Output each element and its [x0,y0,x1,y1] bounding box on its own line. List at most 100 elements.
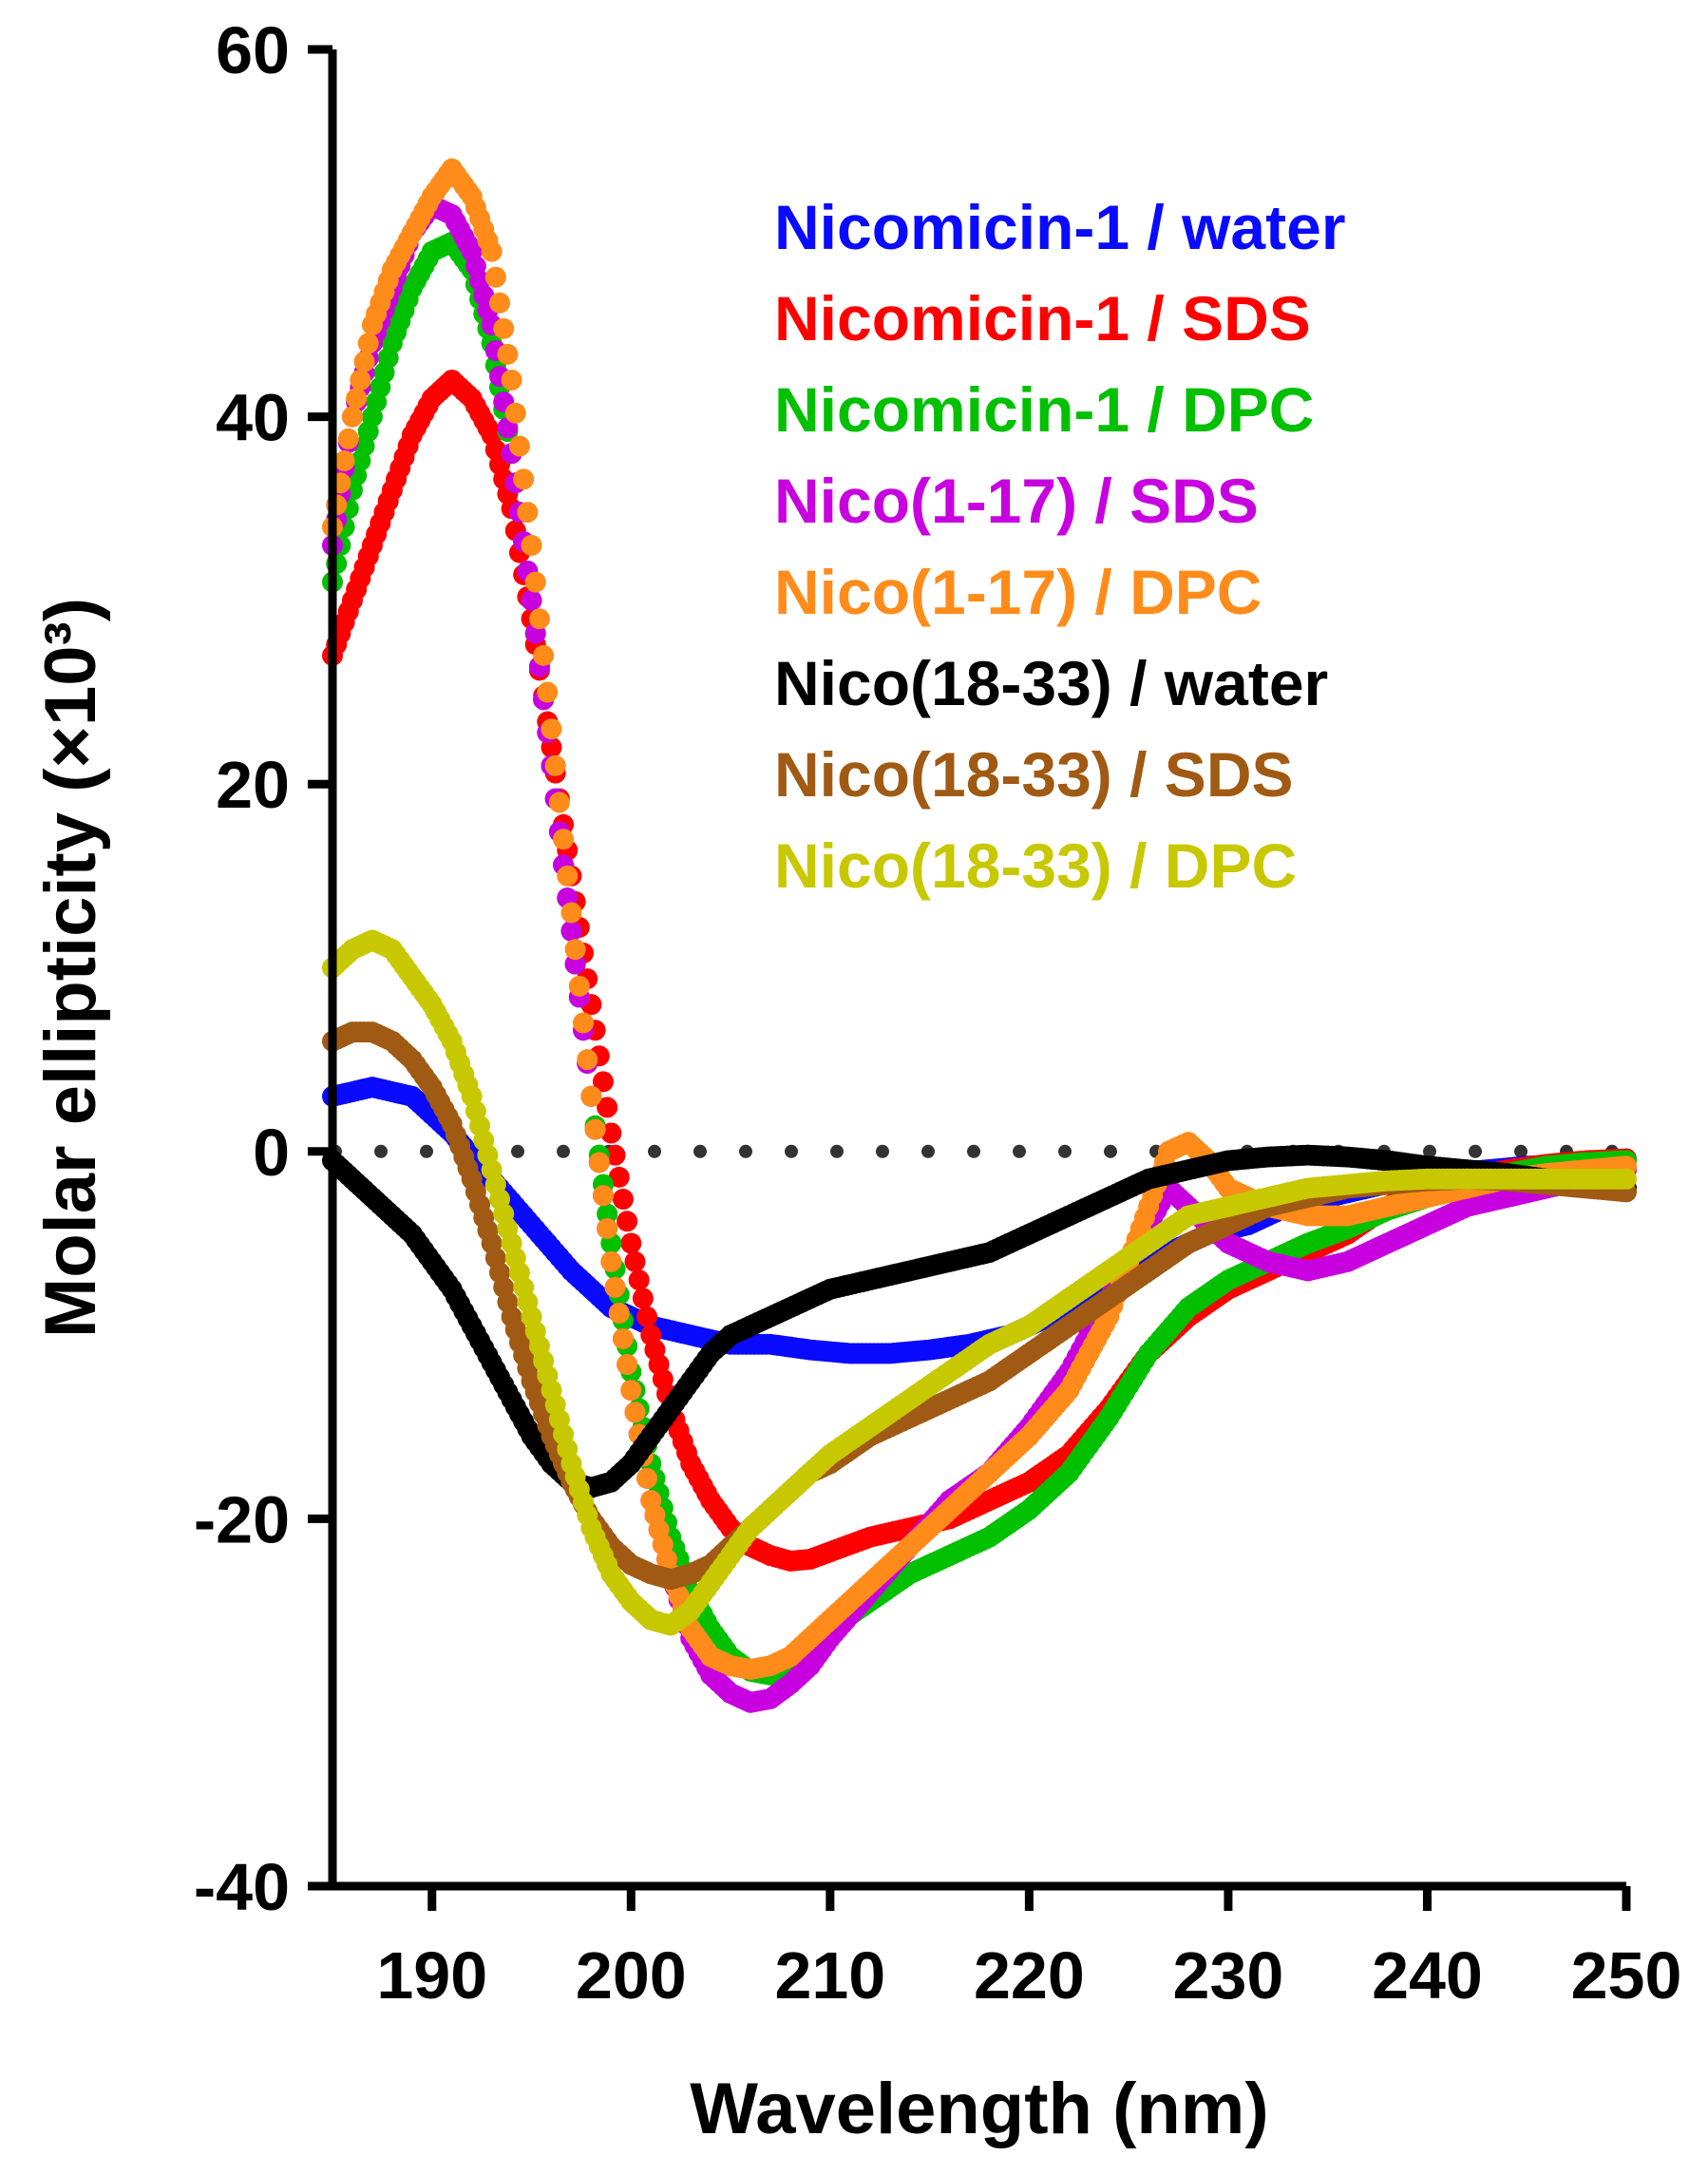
data-point [568,975,590,997]
x-tick-label: 250 [1571,1938,1682,2013]
zero-line-dot [648,1144,661,1158]
data-point [592,1185,614,1207]
data-point [484,266,506,288]
data-point [537,681,559,703]
data-point [560,920,582,942]
data-point [341,406,363,428]
data-point [481,240,503,262]
data-point [628,1269,650,1291]
data-point [533,644,555,666]
y-axis-title: Molar ellipticity (×10³) [30,598,111,1338]
data-point [337,428,359,449]
data-point [1616,1168,1637,1190]
y-tick-label: -20 [194,1482,290,1556]
zero-line-dot [876,1144,889,1158]
data-point [350,369,371,391]
data-point [346,388,368,410]
data-point [597,1217,618,1239]
legend-entry: Nico(1-17) / SDS [774,466,1259,536]
data-point [604,1276,626,1298]
legend-entry: Nicomicin-1 / water [774,192,1346,262]
x-tick-label: 210 [774,1938,885,2013]
data-point [357,333,379,354]
data-point [577,1049,598,1071]
zero-line-dot [1058,1144,1072,1158]
data-point [573,1012,595,1034]
data-point [636,1306,658,1327]
zero-line-dot [420,1144,433,1158]
series-nico-18-33-dpc [322,929,1637,1636]
data-point [517,502,539,524]
axes [328,49,1626,1891]
data-point [597,1203,618,1225]
data-point [620,1380,642,1402]
x-tick-label: 200 [576,1938,687,2013]
x-ticks: 190 200 210 220 230 240 250 [376,1886,1681,2013]
data-point [608,1166,630,1188]
data-point [592,1071,614,1093]
data-point [501,369,522,391]
data-point [580,1085,602,1107]
data-point [564,939,586,961]
legend: Nicomicin-1 / water Nicomicin-1 / SDS Nico… [774,192,1346,901]
y-tick-label: 60 [216,13,290,87]
legend-entry: Nico(1-17) / DPC [774,557,1262,627]
zero-line-dot [1104,1144,1117,1158]
data-point [497,343,519,365]
data-point [353,351,375,372]
data-point [564,953,586,975]
data-point [513,468,535,490]
x-tick-label: 190 [376,1938,487,2013]
zero-line-dot [830,1144,844,1158]
y-tick-label: 20 [216,748,290,822]
data-point [608,1302,630,1324]
zero-line-dot [557,1144,570,1158]
data-point [600,1122,622,1144]
zero-line-dot [693,1144,707,1158]
zero-line-dot [1013,1144,1026,1158]
legend-entry: Nico(18-33) / DPC [774,830,1297,901]
data-point [588,1152,610,1173]
data-point [620,1232,642,1254]
data-point [548,792,570,813]
legend-entry: Nicomicin-1 / DPC [774,374,1314,445]
data-point [553,829,575,850]
x-tick-label: 220 [974,1938,1085,2013]
y-tick-label: 0 [253,1116,290,1190]
y-tick-label: 40 [216,381,290,455]
zero-line-dot [511,1144,524,1158]
data-point [617,1211,638,1232]
y-ticks: -40 -20 0 20 40 60 [194,13,332,1924]
data-point [528,608,550,630]
y-tick-label: -40 [194,1850,290,1924]
x-axis-title: Wavelength (nm) [690,2069,1268,2149]
data-point [636,1467,658,1489]
zero-line-dot [785,1144,798,1158]
x-tick-label: 240 [1372,1938,1483,2013]
data-point [504,402,526,424]
data-point [541,718,562,740]
data-point [493,317,515,339]
data-point [521,534,542,556]
zero-line-dot [1469,1144,1482,1158]
data-point [617,1354,638,1376]
data-point [624,1402,646,1423]
zero-line-dot [1423,1144,1436,1158]
data-point [584,1118,606,1140]
data-point [624,1250,646,1272]
data-point [508,435,530,457]
data-point [524,571,546,593]
data-point [489,292,511,314]
data-point [632,1288,654,1309]
zero-line-dot [739,1144,752,1158]
data-point [521,589,542,611]
data-point [597,1097,618,1118]
zero-line-dot [967,1144,980,1158]
zero-line-dot [1514,1144,1528,1158]
data-point [544,754,566,776]
data-point [333,449,355,471]
data-point [612,1327,634,1349]
data-point [604,1144,626,1166]
data-point [560,902,582,924]
